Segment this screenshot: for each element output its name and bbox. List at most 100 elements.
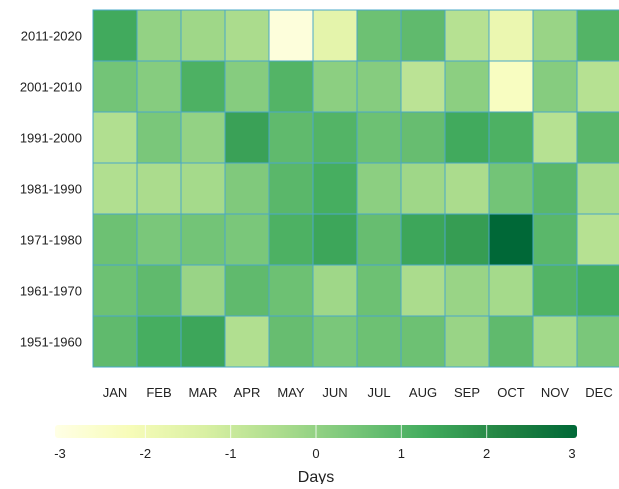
heatmap-cell-2001-2010-MAY [268,60,314,113]
heatmap-cell-1981-1990-MAR [180,162,226,215]
heatmap-cell-2011-2020-MAY [268,9,314,62]
heatmap-cell-1991-2000-DEC [576,111,619,164]
heatmap-cell-2011-2020-OCT [488,9,534,62]
x-tick-label: AUG [409,385,437,400]
heatmap-cell-1951-1960-JAN [92,315,138,368]
colorbar-tick-label: 3 [568,446,575,461]
heatmap-cell-1971-1980-FEB [136,213,182,266]
heatmap-cell-2011-2020-MAR [180,9,226,62]
x-tick-label: MAR [189,385,218,400]
heatmap-cell-1991-2000-APR [224,111,270,164]
x-tick-label: APR [234,385,261,400]
heatmap-cell-1981-1990-APR [224,162,270,215]
heatmap-cell-1961-1970-APR [224,264,270,317]
y-tick-label: 1981-1990 [20,182,82,197]
heatmap-cell-1971-1980-JUL [356,213,402,266]
colorbar-tick-label: -1 [225,446,237,461]
heatmap-cell-1991-2000-MAR [180,111,226,164]
heatmap-cell-2011-2020-FEB [136,9,182,62]
x-tick-label: JUN [322,385,347,400]
colorbar-tick-label: 1 [398,446,405,461]
heatmap-cell-1961-1970-JUN [312,264,358,317]
colorbar-tick-label: -3 [54,446,66,461]
heatmap-cell-1981-1990-AUG [400,162,446,215]
heatmap-cell-1961-1970-FEB [136,264,182,317]
heatmap-cell-1971-1980-SEP [444,213,490,266]
heatmap-cell-2011-2020-SEP [444,9,490,62]
x-tick-label: JAN [103,385,128,400]
heatmap-cell-1991-2000-JAN [92,111,138,164]
heatmap-cell-2001-2010-OCT [488,60,534,113]
heatmap-cell-1951-1960-JUN [312,315,358,368]
heatmap-cell-1981-1990-JUL [356,162,402,215]
heatmap-cell-2001-2010-APR [224,60,270,113]
heatmap-cell-2011-2020-DEC [576,9,619,62]
heatmap-cell-2001-2010-FEB [136,60,182,113]
heatmap-cell-2011-2020-JUN [312,9,358,62]
heatmap-cell-1961-1970-SEP [444,264,490,317]
heatmap-cell-1971-1980-AUG [400,213,446,266]
heatmap-cell-1971-1980-OCT [488,213,534,266]
heatmap-cell-1961-1970-OCT [488,264,534,317]
heatmap-cell-1961-1970-NOV [532,264,578,317]
heatmap-cell-1991-2000-AUG [400,111,446,164]
heatmap-cell-1951-1960-APR [224,315,270,368]
heatmap-cell-2011-2020-NOV [532,9,578,62]
heatmap-cell-1961-1970-DEC [576,264,619,317]
heatmap-cell-1961-1970-MAR [180,264,226,317]
heatmap-cell-1951-1960-MAR [180,315,226,368]
heatmap-cell-1981-1990-JAN [92,162,138,215]
x-tick-label: DEC [585,385,612,400]
x-tick-label: JUL [367,385,390,400]
x-tick-label: OCT [497,385,525,400]
heatmap-cell-1981-1990-DEC [576,162,619,215]
colorbar-label: Days [298,469,334,484]
heatmap-cell-1991-2000-MAY [268,111,314,164]
heatmap-cell-1981-1990-OCT [488,162,534,215]
y-tick-label: 1951-1960 [20,335,82,350]
colorbar-tick-label: 2 [483,446,490,461]
heatmap-cell-1971-1980-JUN [312,213,358,266]
heatmap-cell-1951-1960-SEP [444,315,490,368]
heatmap-cell-2001-2010-DEC [576,60,619,113]
y-axis-labels: 2011-2020 2001-2010 1991-2000 1981-1990 1971… [20,29,82,350]
heatmap-cell-1971-1980-MAR [180,213,226,266]
heatmap-cell-1991-2000-OCT [488,111,534,164]
heatmap-cell-2011-2020-JAN [92,9,138,62]
x-tick-label: NOV [541,385,570,400]
heatmap-cell-1991-2000-JUL [356,111,402,164]
heatmap-cell-1981-1990-FEB [136,162,182,215]
heatmap-cell-1981-1990-NOV [532,162,578,215]
y-tick-label: 1971-1980 [20,233,82,248]
heatmap-cell-1981-1990-SEP [444,162,490,215]
y-tick-label: 1991-2000 [20,131,82,146]
heatmap-cell-1991-2000-NOV [532,111,578,164]
heatmap-cell-1951-1960-DEC [576,315,619,368]
heatmap-cell-1951-1960-MAY [268,315,314,368]
heatmap-cell-1951-1960-OCT [488,315,534,368]
heatmap-cell-2001-2010-JUL [356,60,402,113]
x-tick-label: FEB [146,385,171,400]
heatmap-cell-2001-2010-SEP [444,60,490,113]
x-tick-label: SEP [454,385,480,400]
heatmap-cell-1971-1980-JAN [92,213,138,266]
heatmap-cell-1961-1970-AUG [400,264,446,317]
heatmap-cell-1951-1960-NOV [532,315,578,368]
heatmap-cell-2001-2010-MAR [180,60,226,113]
y-tick-label: 1961-1970 [20,284,82,299]
heatmap-cell-2011-2020-JUL [356,9,402,62]
heatmap-cell-1991-2000-JUN [312,111,358,164]
x-axis-labels: JAN FEB MAR APR MAY JUN JUL AUG SEP OCT NOV DEC [103,385,613,400]
colorbar: -3 -2 -1 0 1 2 3 Days [54,425,577,486]
colorbar-tick-label: 0 [312,446,319,461]
heatmap-cell-2011-2020-AUG [400,9,446,62]
heatmap-cell-1971-1980-DEC [576,213,619,266]
heatmap-cell-1991-2000-SEP [444,111,490,164]
heatmap-cell-2001-2010-NOV [532,60,578,113]
heatmap-cell-1991-2000-FEB [136,111,182,164]
x-tick-label: MAY [277,385,305,400]
heatmap-cell-1951-1960-FEB [136,315,182,368]
heatmap-cell-1981-1990-MAY [268,162,314,215]
